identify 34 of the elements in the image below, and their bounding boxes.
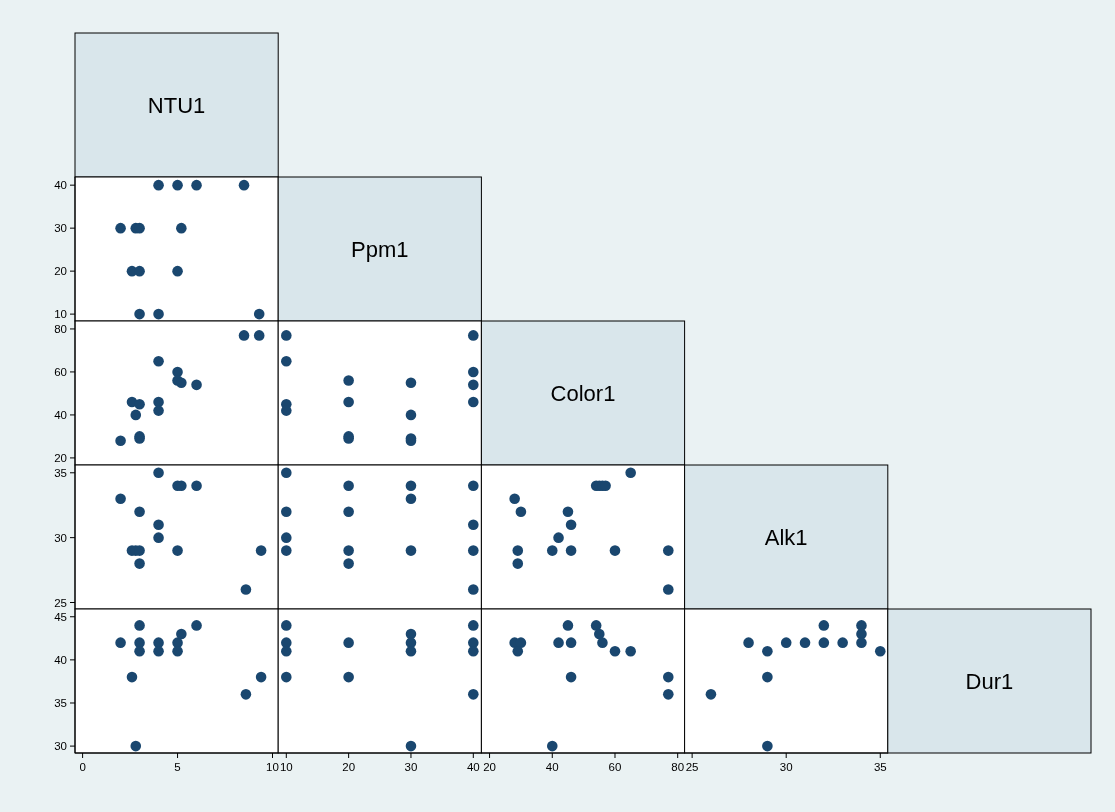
y-tick-label: 80 [54, 322, 67, 335]
text: Color1 [550, 380, 616, 406]
y-tick-label: 45 [54, 610, 67, 623]
x-tick-label: 40 [545, 761, 559, 773]
x-tick-label: 10 [266, 761, 279, 773]
x-tick-label: 80 [671, 761, 685, 773]
y-tick-label: 10 [54, 308, 67, 321]
x-tick-label: 35 [873, 761, 887, 773]
y-tick-label: 20 [54, 265, 67, 278]
x-tick-label: 25 [685, 761, 699, 773]
y-tick-label: 30 [54, 740, 67, 753]
y-tick-label: 30 [54, 531, 67, 544]
x-tick-label: 5 [174, 761, 181, 773]
y-tick-label: 40 [54, 408, 67, 421]
y-tick-label: 40 [54, 179, 67, 192]
y-tick-label: 35 [54, 697, 67, 710]
x-tick-label: 20 [483, 761, 496, 773]
text: NTU1 [147, 92, 206, 118]
x-tick-label: 40 [466, 761, 480, 773]
text: Alk1 [764, 524, 808, 550]
text: Ppm1 [351, 236, 409, 262]
x-tick-label: 10 [279, 761, 293, 773]
x-tick-label: 0 [79, 761, 86, 773]
y-tick-label: 35 [54, 466, 67, 479]
y-tick-label: 25 [54, 596, 67, 609]
y-tick-label: 40 [54, 653, 67, 666]
x-tick-label: 30 [404, 761, 418, 773]
x-tick-label: 60 [608, 761, 622, 773]
y-tick-label: 20 [54, 451, 67, 464]
y-tick-label: 60 [54, 365, 67, 378]
x-tick-label: 30 [779, 761, 793, 773]
x-tick-label: 20 [342, 761, 356, 773]
text: Dur1 [965, 668, 1014, 694]
y-tick-label: 30 [54, 222, 67, 235]
